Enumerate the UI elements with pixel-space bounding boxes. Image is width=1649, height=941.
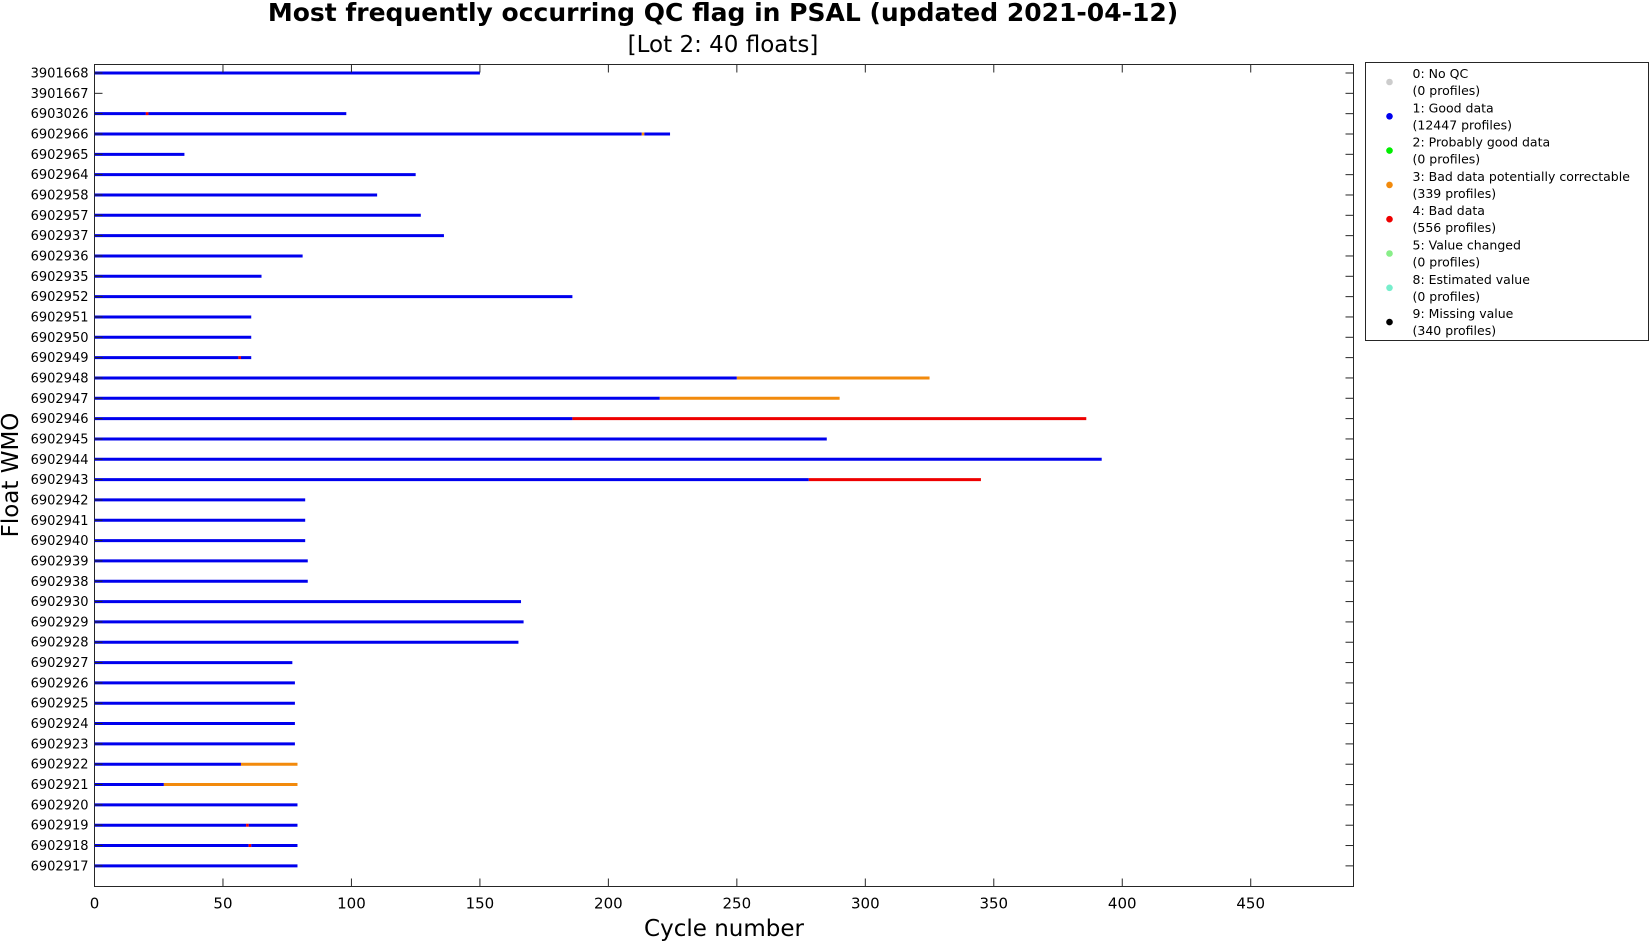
y-tick-label-6902957: 6902957	[31, 209, 89, 224]
y-tick-label-6902958: 6902958	[31, 188, 89, 203]
y-tick-label-6902918: 6902918	[31, 839, 89, 854]
x-tick-label-0: 0	[90, 895, 100, 913]
x-tick-label-400: 400	[1108, 895, 1137, 913]
legend-count-flag-3: (339 profiles)	[1413, 186, 1497, 201]
x-tick-label-100: 100	[337, 895, 366, 913]
y-tick-label-6902917: 6902917	[31, 859, 89, 874]
legend-label-flag-9: 9: Missing value	[1413, 306, 1514, 321]
y-tick-label-6902927: 6902927	[31, 656, 89, 671]
legend-count-flag-9: (340 profiles)	[1413, 323, 1497, 338]
legend-label-flag-5: 5: Value changed	[1413, 238, 1521, 253]
y-tick-label-6902940: 6902940	[31, 534, 89, 549]
legend-count-flag-1: (12447 profiles)	[1413, 117, 1513, 132]
legend-count-flag-2: (0 profiles)	[1413, 152, 1481, 167]
legend-marker-flag-2	[1386, 147, 1393, 154]
y-tick-label-6902964: 6902964	[31, 168, 89, 183]
legend-marker-flag-8	[1386, 284, 1393, 292]
y-tick-label-6902949: 6902949	[31, 351, 89, 366]
chart-title: Most frequently occurring QC flag in PSA…	[268, 0, 1178, 27]
x-tick-label-350: 350	[979, 895, 1008, 913]
x-tick-label-200: 200	[594, 895, 623, 913]
x-axis-label: Cycle number	[644, 916, 804, 941]
legend-label-flag-3: 3: Bad data potentially correctable	[1413, 169, 1631, 184]
y-tick-label-6902942: 6902942	[31, 493, 89, 508]
y-tick-label-6902929: 6902929	[31, 615, 89, 630]
ticks-layer: 3901668 3901667 6903026 6902966 6902965 69029…	[31, 64, 1354, 913]
legend-marker-flag-4	[1386, 215, 1393, 223]
y-tick-label-3901667: 3901667	[31, 87, 89, 102]
x-tick-label-50: 50	[213, 895, 232, 913]
y-tick-label-6902948: 6902948	[31, 371, 89, 386]
y-tick-label-6902920: 6902920	[31, 798, 89, 813]
y-tick-label-6902947: 6902947	[31, 392, 89, 407]
y-tick-label-6902922: 6902922	[31, 758, 89, 773]
y-tick-label-6902921: 6902921	[31, 778, 89, 793]
legend-label-flag-0: 0: No QC	[1413, 66, 1469, 81]
y-tick-label-6902928: 6902928	[31, 636, 89, 651]
y-tick-label-6902919: 6902919	[31, 819, 89, 834]
y-tick-label-6902943: 6902943	[31, 473, 89, 488]
y-tick-label-6902925: 6902925	[31, 697, 89, 712]
legend-count-flag-4: (556 profiles)	[1413, 220, 1497, 235]
y-tick-label-6902966: 6902966	[31, 127, 89, 142]
y-tick-label-6902952: 6902952	[31, 290, 89, 305]
y-tick-label-6902935: 6902935	[31, 270, 89, 285]
y-tick-label-6902941: 6902941	[31, 514, 89, 529]
y-tick-label-6902965: 6902965	[31, 148, 89, 163]
x-tick-label-150: 150	[466, 895, 495, 913]
legend-marker-flag-3	[1386, 181, 1393, 189]
y-tick-label-6902937: 6902937	[31, 229, 89, 244]
legend-count-flag-0: (0 profiles)	[1413, 83, 1481, 98]
x-tick-label-450: 450	[1236, 895, 1265, 913]
y-tick-label-6902939: 6902939	[31, 554, 89, 569]
y-tick-label-6902950: 6902950	[31, 331, 89, 346]
y-tick-label-6902945: 6902945	[31, 432, 89, 447]
chart-subtitle: [Lot 2: 40 floats]	[628, 32, 819, 58]
legend: 0: No QC (0 profiles) 1: Good data (12447 p…	[1365, 62, 1649, 341]
bars-layer	[94, 71, 1102, 868]
y-tick-label-6902951: 6902951	[31, 310, 89, 325]
legend-box	[1365, 62, 1649, 341]
y-tick-label-6902944: 6902944	[31, 453, 89, 468]
y-tick-label-6902924: 6902924	[31, 717, 89, 732]
y-axis-label: Float WMO	[0, 413, 24, 538]
y-tick-label-6903026: 6903026	[31, 107, 89, 122]
legend-count-flag-5: (0 profiles)	[1413, 255, 1481, 270]
legend-marker-flag-0	[1386, 78, 1393, 86]
y-tick-label-6902936: 6902936	[31, 249, 89, 264]
x-tick-label-250: 250	[723, 895, 752, 913]
y-tick-label-6902923: 6902923	[31, 737, 89, 752]
legend-label-flag-1: 1: Good data	[1413, 100, 1494, 115]
legend-label-flag-8: 8: Estimated value	[1413, 272, 1531, 287]
y-tick-label-6902930: 6902930	[31, 595, 89, 610]
x-tick-label-300: 300	[851, 895, 880, 913]
plot-area-frame	[94, 64, 1354, 887]
legend-marker-flag-5	[1386, 250, 1393, 257]
legend-label-flag-2: 2: Probably good data	[1413, 135, 1551, 150]
y-tick-label-6902946: 6902946	[31, 412, 89, 427]
legend-count-flag-8: (0 profiles)	[1413, 289, 1481, 304]
legend-label-flag-4: 4: Bad data	[1413, 203, 1485, 218]
legend-marker-flag-1	[1386, 113, 1393, 120]
y-tick-label-3901668: 3901668	[31, 67, 89, 82]
y-tick-label-6902938: 6902938	[31, 575, 89, 590]
y-tick-label-6902926: 6902926	[31, 676, 89, 691]
legend-marker-flag-9	[1386, 318, 1393, 326]
